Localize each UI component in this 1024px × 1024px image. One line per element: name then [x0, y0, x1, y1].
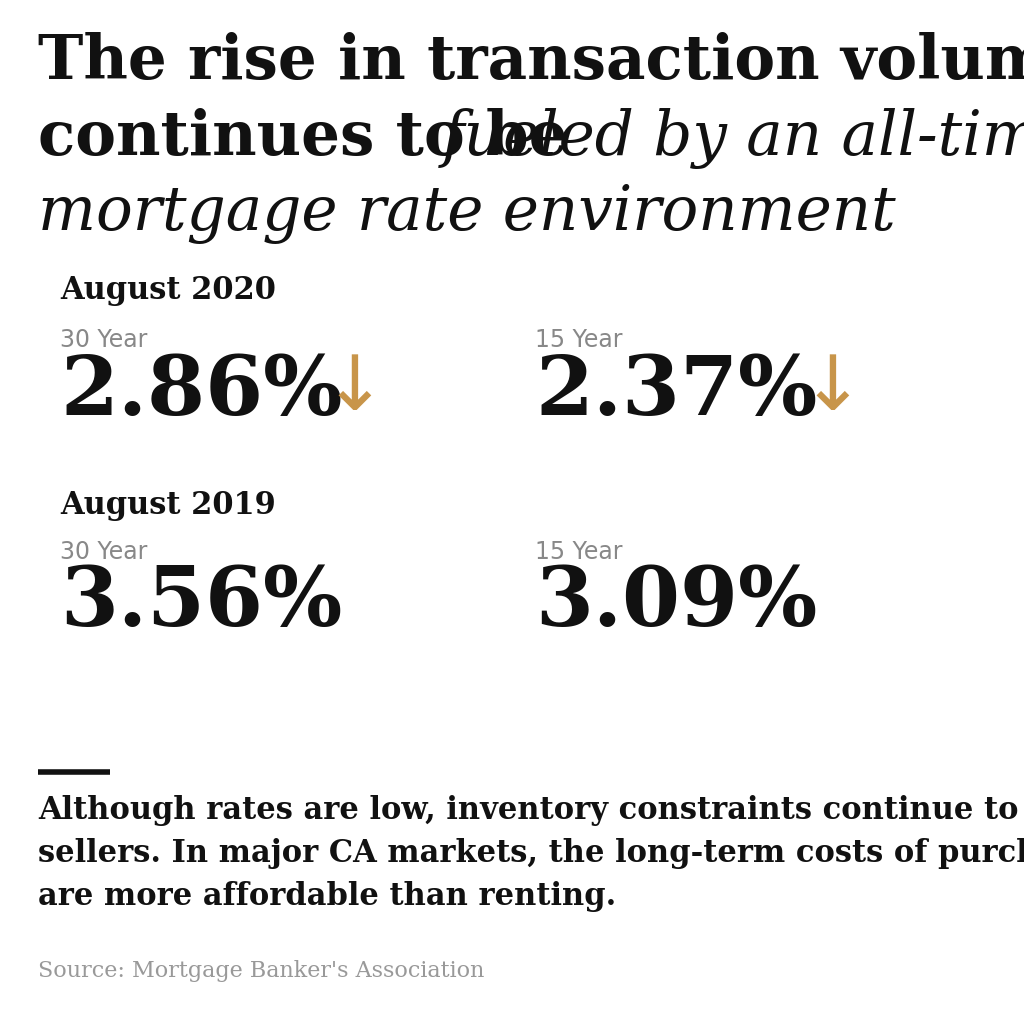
Text: August 2019: August 2019	[60, 490, 275, 521]
Text: are more affordable than renting.: are more affordable than renting.	[38, 881, 616, 912]
Text: fueled by an all-time low: fueled by an all-time low	[442, 108, 1024, 169]
Text: ↓: ↓	[800, 352, 864, 426]
Text: 15 Year: 15 Year	[535, 328, 623, 352]
Text: Although rates are low, inventory constraints continue to favor: Although rates are low, inventory constr…	[38, 795, 1024, 826]
Text: 15 Year: 15 Year	[535, 540, 623, 564]
Text: ↓: ↓	[322, 352, 386, 426]
Text: 2.86%: 2.86%	[60, 352, 342, 432]
Text: mortgage rate environment: mortgage rate environment	[38, 184, 896, 244]
Text: August 2020: August 2020	[60, 275, 275, 306]
Text: 3.56%: 3.56%	[60, 563, 342, 643]
Text: 2.37%: 2.37%	[535, 352, 817, 432]
Text: 30 Year: 30 Year	[60, 540, 147, 564]
Text: continues to be: continues to be	[38, 108, 589, 168]
Text: 3.09%: 3.09%	[535, 563, 817, 643]
Text: The rise in transaction volume: The rise in transaction volume	[38, 32, 1024, 92]
Text: 30 Year: 30 Year	[60, 328, 147, 352]
Text: sellers. In major CA markets, the long-term costs of purchasing: sellers. In major CA markets, the long-t…	[38, 838, 1024, 869]
Text: Source: Mortgage Banker's Association: Source: Mortgage Banker's Association	[38, 961, 484, 982]
